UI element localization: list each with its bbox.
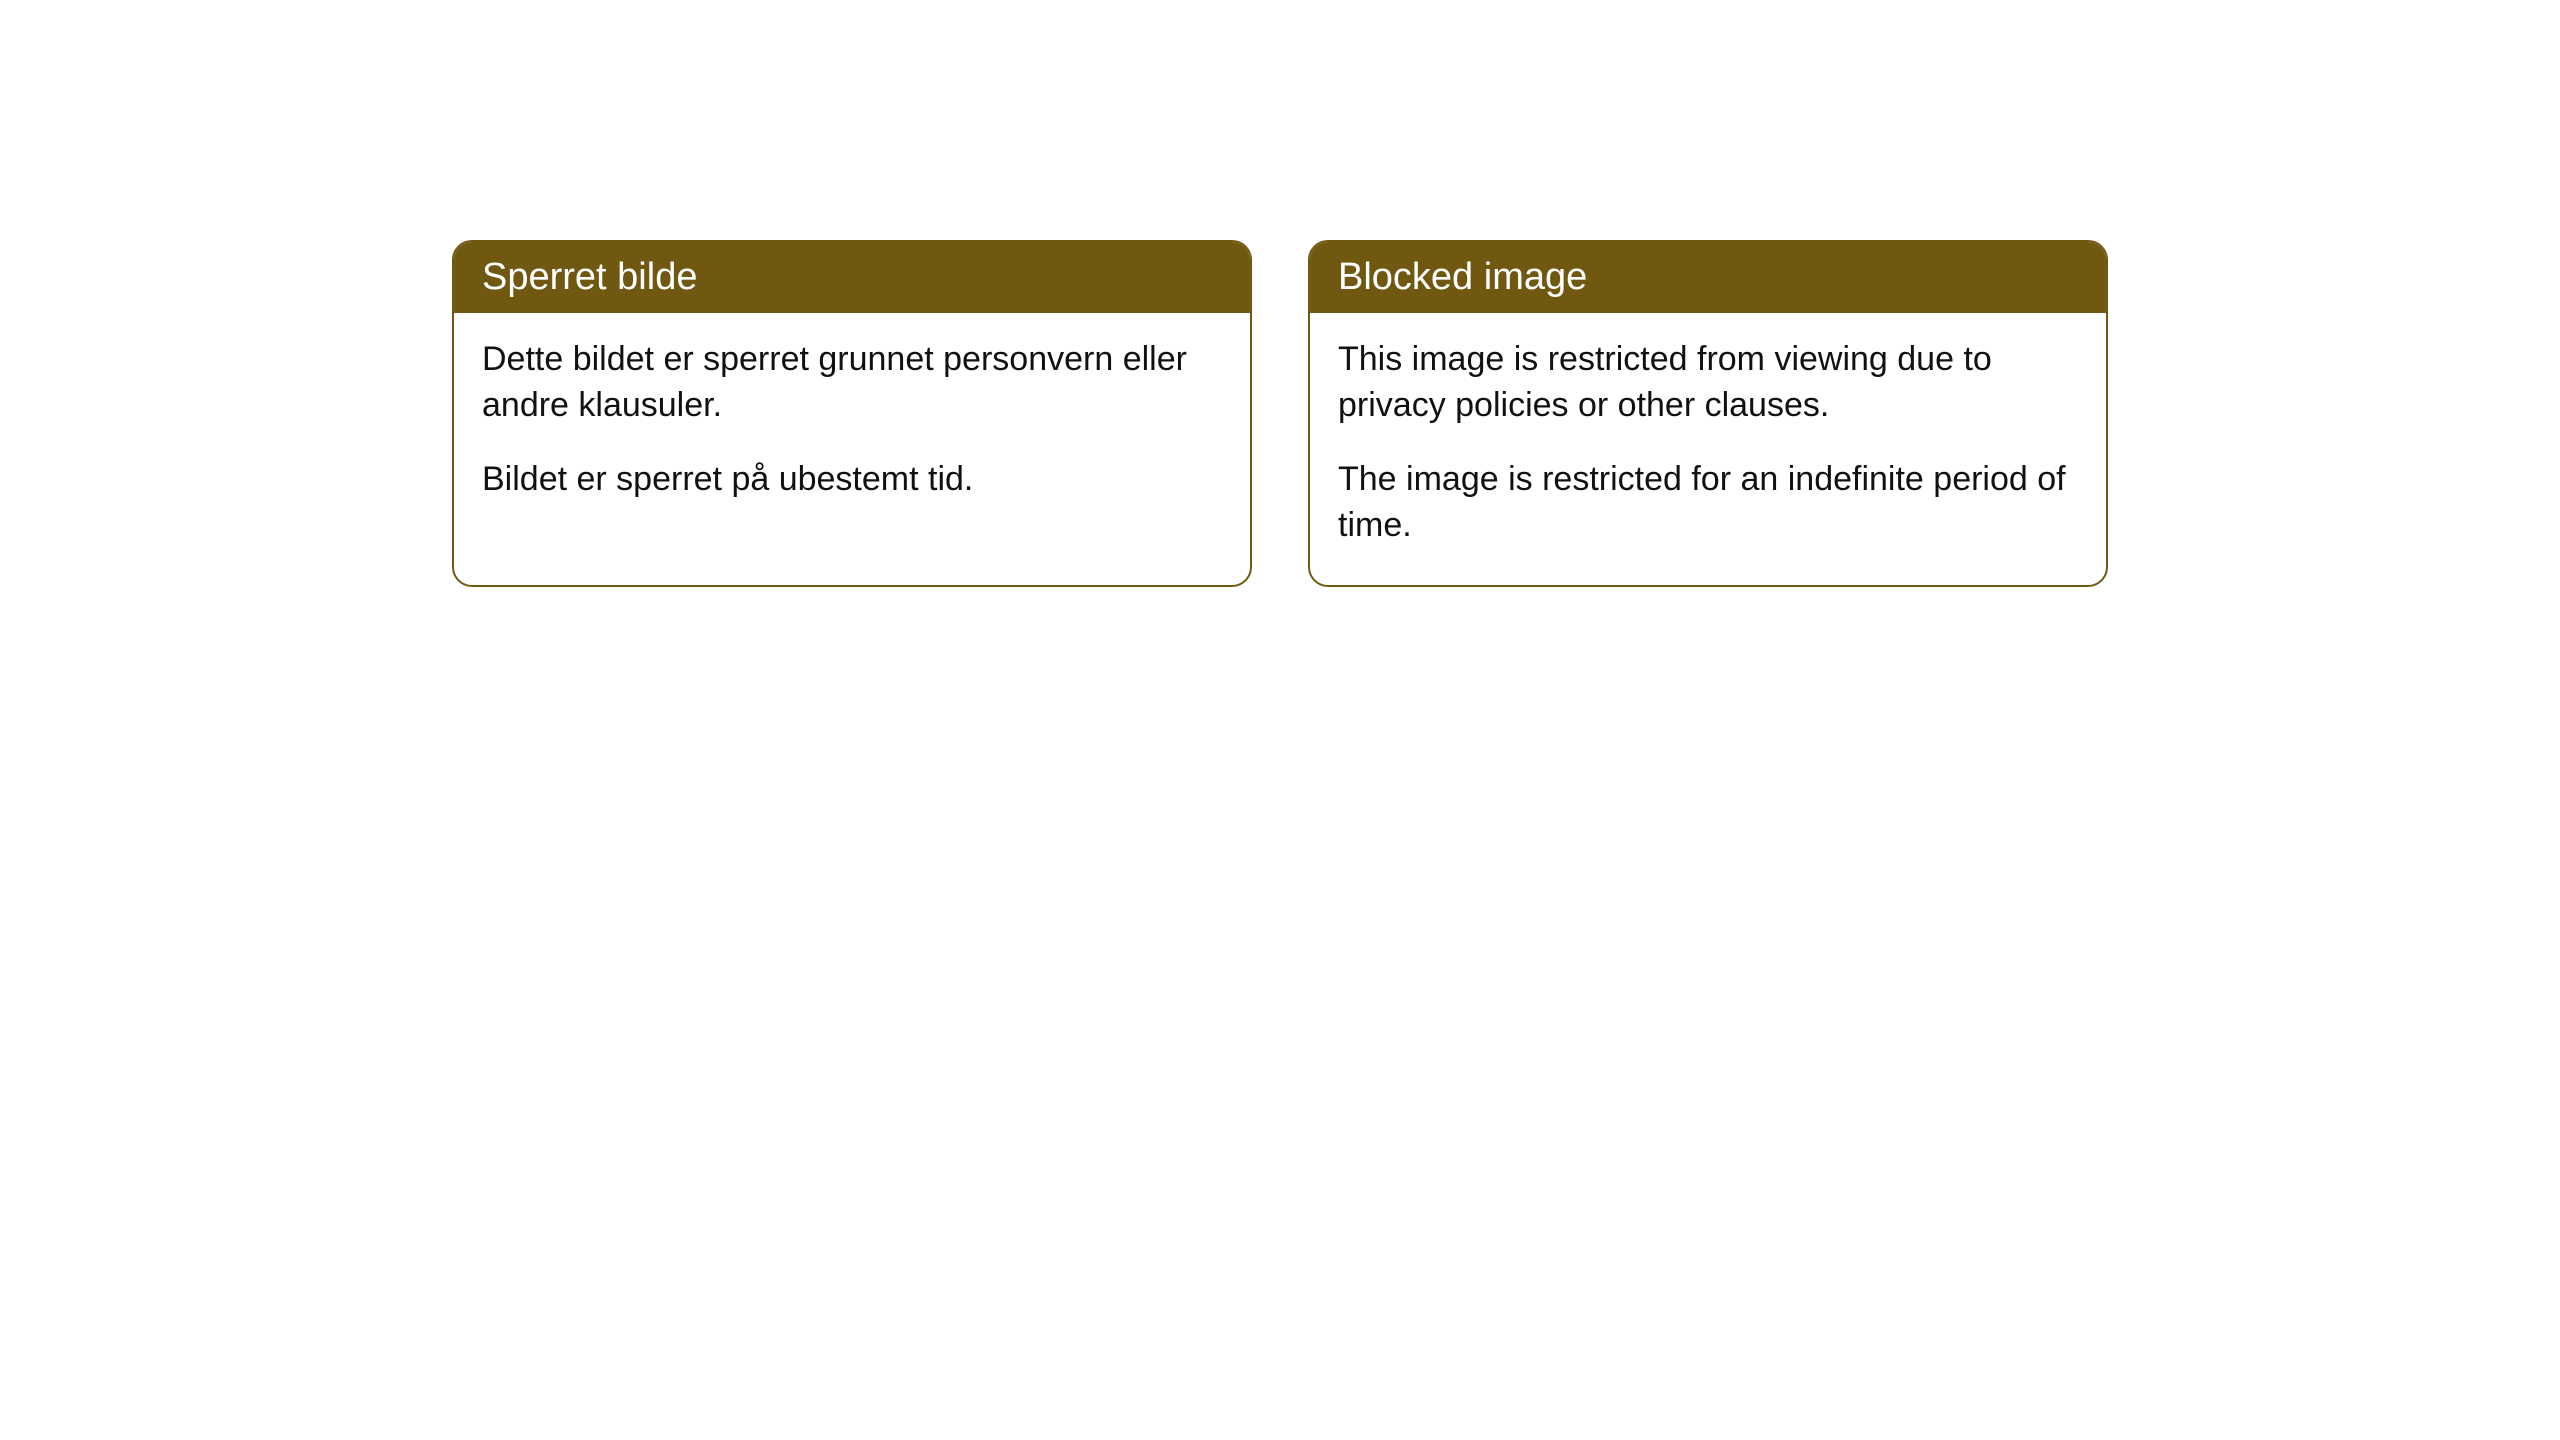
card-body-norwegian: Dette bildet er sperret grunnet personve…: [454, 313, 1250, 539]
card-body-english: This image is restricted from viewing du…: [1310, 313, 2106, 585]
card-paragraph-2-norwegian: Bildet er sperret på ubestemt tid.: [482, 457, 1222, 503]
card-paragraph-2-english: The image is restricted for an indefinit…: [1338, 457, 2078, 549]
cards-container: Sperret bilde Dette bildet er sperret gr…: [452, 240, 2108, 587]
card-header-norwegian: Sperret bilde: [454, 242, 1250, 313]
card-english: Blocked image This image is restricted f…: [1308, 240, 2108, 587]
card-paragraph-1-english: This image is restricted from viewing du…: [1338, 337, 2078, 429]
card-paragraph-1-norwegian: Dette bildet er sperret grunnet personve…: [482, 337, 1222, 429]
card-header-english: Blocked image: [1310, 242, 2106, 313]
card-norwegian: Sperret bilde Dette bildet er sperret gr…: [452, 240, 1252, 587]
